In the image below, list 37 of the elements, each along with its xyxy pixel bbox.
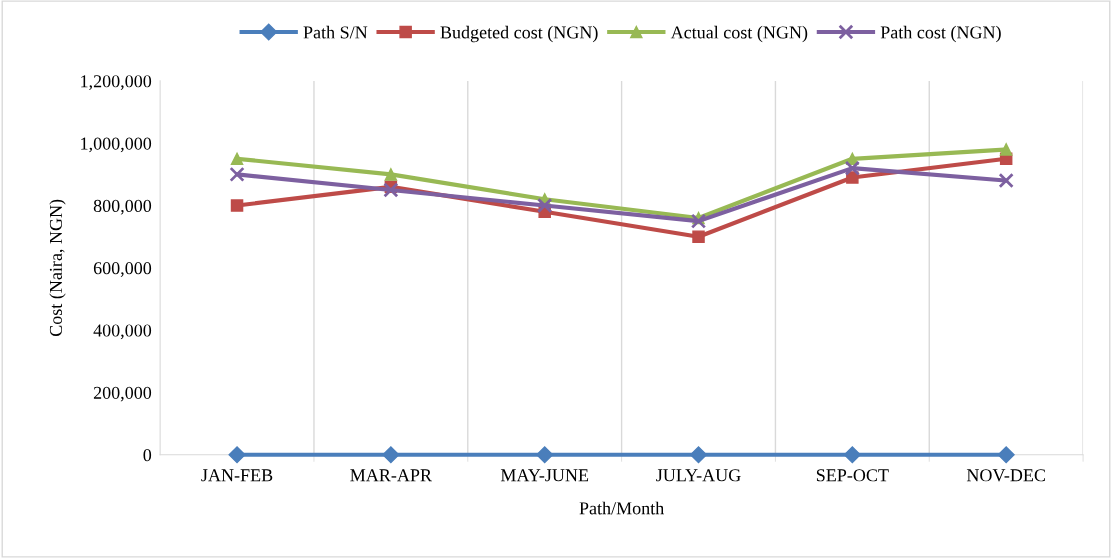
point bbox=[384, 168, 398, 181]
legend-label: Path cost (NGN) bbox=[880, 25, 1001, 43]
x-axis-title: Path/Month bbox=[579, 501, 665, 515]
point bbox=[999, 143, 1013, 156]
point bbox=[844, 160, 860, 176]
point bbox=[846, 171, 859, 184]
point bbox=[383, 182, 399, 198]
point bbox=[536, 446, 554, 464]
point bbox=[843, 446, 861, 464]
x-tick-label: MAR-APR bbox=[350, 469, 432, 482]
y-tick-label: 1,000,000 bbox=[81, 137, 152, 153]
y-tick-label: 400,000 bbox=[93, 324, 152, 340]
point bbox=[690, 213, 707, 229]
x-tick-label: JULY-AUG bbox=[656, 469, 741, 482]
point bbox=[230, 152, 244, 166]
x-tick-label: SEP-OCT bbox=[816, 469, 889, 482]
point bbox=[230, 199, 244, 212]
legend-label: Budgeted cost (NGN) bbox=[440, 25, 598, 43]
y-tick-label: 600,000 bbox=[93, 262, 152, 277]
x-tick-label: JAN-FEB bbox=[201, 469, 273, 482]
y-tick-label: 1,200,000 bbox=[81, 75, 152, 90]
legend-label: Actual cost (NGN) bbox=[670, 25, 808, 43]
point bbox=[692, 230, 705, 243]
y-axis-title: Cost (Naira, NGN) bbox=[49, 199, 66, 337]
legend-label: Path S/N bbox=[303, 25, 368, 39]
point bbox=[689, 446, 708, 464]
point bbox=[537, 197, 553, 214]
y-tick-label: 200,000 bbox=[93, 386, 152, 402]
point bbox=[382, 446, 400, 464]
x-tick-label: NOV-DEC bbox=[966, 469, 1045, 482]
point bbox=[998, 172, 1014, 189]
y-tick-label: 0 bbox=[143, 449, 152, 462]
point bbox=[228, 446, 246, 464]
point bbox=[229, 166, 245, 183]
point bbox=[997, 446, 1015, 464]
y-tick-label: 800,000 bbox=[93, 199, 152, 215]
x-tick-label: MAY-JUNE bbox=[500, 469, 589, 482]
